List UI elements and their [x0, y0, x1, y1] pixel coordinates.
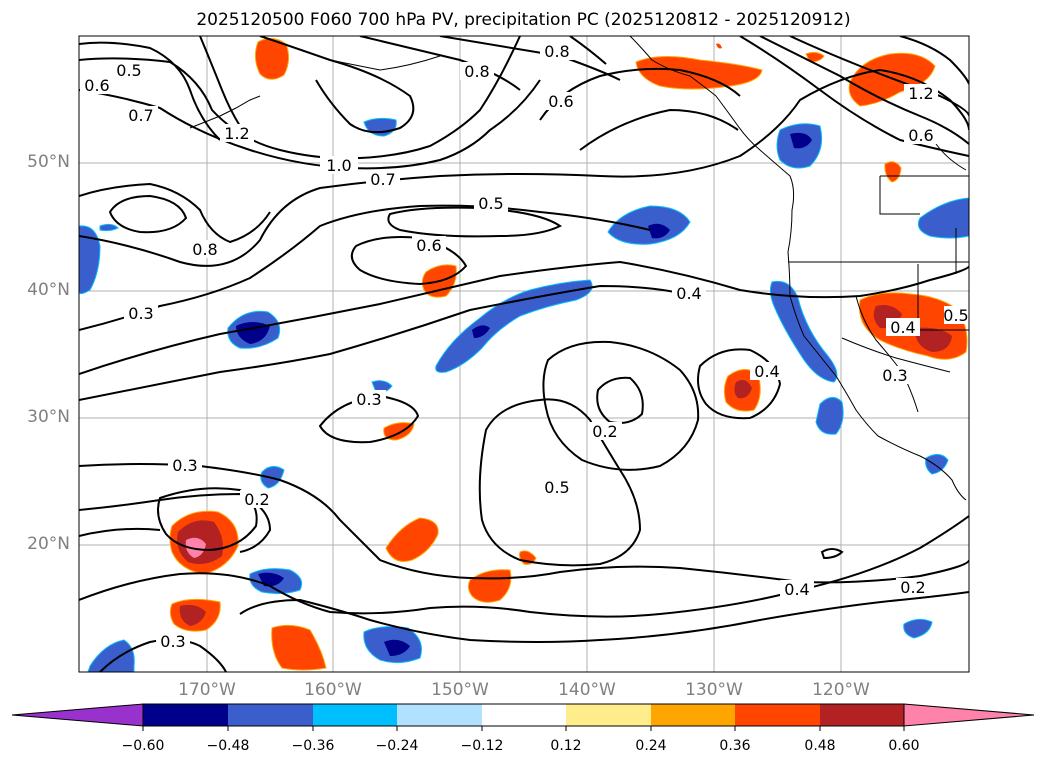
colorbar-tick-label: −0.24 [375, 738, 419, 754]
contour-label: 0.2 [244, 490, 269, 509]
colorbar-tick-label: −0.12 [460, 738, 504, 754]
contour-label: 0.7 [370, 170, 395, 189]
map-frame [78, 35, 970, 673]
contour-label: 1.2 [908, 84, 933, 103]
contour-label: 0.2 [592, 422, 617, 441]
colorbar-tick-label: 0.36 [719, 738, 751, 754]
contour-label: 0.8 [192, 240, 217, 259]
pv-contours [79, 36, 969, 672]
contour-label: 0.6 [548, 92, 573, 111]
map-title: 2025120500 F060 700 hPa PV, precipitatio… [196, 10, 851, 30]
contour-label: 0.5 [478, 194, 503, 213]
lon-label: 140°W [558, 680, 616, 700]
lat-label: 40°N [27, 280, 70, 300]
contour-label: 0.3 [172, 456, 197, 475]
contour-label: 0.4 [890, 318, 915, 337]
contour-label: 0.8 [464, 62, 489, 81]
contour-label: 0.3 [160, 632, 185, 651]
lat-label: 20°N [27, 534, 70, 554]
colorbar-tick-label: 0.60 [888, 738, 920, 754]
contour-label: 1.0 [326, 156, 351, 175]
contour-label: 0.7 [128, 106, 153, 125]
colorbar [11, 703, 1035, 731]
colorbar-segment-7 [651, 704, 735, 726]
contour-label: 0.8 [544, 42, 569, 61]
lat-label: 30°N [27, 407, 70, 427]
contour-labels: 0.5 0.6 0.7 1.2 1.0 0.7 0.8 0.5 0.6 0.4 … [80, 42, 969, 651]
lon-label: 170°W [178, 680, 236, 700]
colorbar-tick-label: 0.12 [550, 738, 582, 754]
colorbar-segment-10 [903, 703, 1035, 727]
lon-label: 160°W [304, 680, 362, 700]
coastlines [189, 36, 969, 501]
contour-label: 1.2 [224, 124, 249, 143]
colorbar-segment-6 [566, 704, 651, 726]
contour-label: 0.3 [128, 304, 153, 323]
colorbar-tick-label: −0.48 [206, 738, 250, 754]
lat-label: 50°N [27, 152, 70, 172]
lon-label: 120°W [812, 680, 870, 700]
contour-label: 0.4 [676, 284, 701, 303]
contour-label: 0.5 [943, 306, 968, 325]
contour-label: 0.6 [84, 76, 109, 95]
colorbar-tick-label: 0.48 [804, 738, 836, 754]
colorbar-segment-5 [482, 704, 566, 726]
colorbar-segment-3 [313, 704, 397, 726]
contour-label: 0.3 [356, 390, 381, 409]
colorbar-segment-8 [735, 704, 820, 726]
lon-label: 150°W [431, 680, 489, 700]
colorbar-segment-2 [228, 704, 313, 726]
colorbar-tick-label: 0.24 [635, 738, 667, 754]
colorbar-tick-label: −0.60 [121, 738, 165, 754]
contour-label: 0.6 [908, 126, 933, 145]
contour-label: 0.5 [116, 61, 141, 80]
contour-label: 0.4 [754, 362, 779, 381]
contour-label: 0.5 [544, 478, 569, 497]
colorbar-frame [142, 703, 905, 727]
contour-label: 0.2 [900, 578, 925, 597]
contour-label: 0.4 [784, 580, 809, 599]
contour-label: 0.3 [882, 366, 907, 385]
lon-label: 130°W [685, 680, 743, 700]
colorbar-segment-9 [820, 704, 904, 726]
colorbar-segment-4 [397, 704, 482, 726]
contour-label: 0.6 [416, 236, 441, 255]
colorbar-segment-1 [143, 704, 228, 726]
colorbar-segment-0 [11, 703, 144, 727]
colorbar-tick-label: −0.36 [291, 738, 335, 754]
